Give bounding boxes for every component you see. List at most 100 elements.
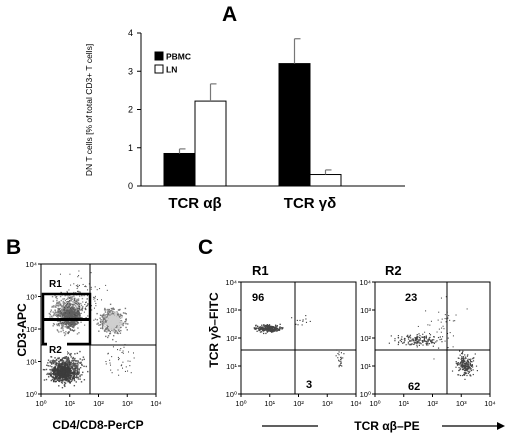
event-dot: [68, 317, 70, 319]
event-dot: [67, 311, 69, 314]
event-dot: [429, 324, 431, 326]
event-dot: [96, 289, 98, 291]
event-dot: [74, 376, 77, 379]
event-dot: [68, 358, 70, 360]
event-dot: [441, 341, 443, 343]
event-dot: [105, 322, 108, 325]
event-dot: [276, 325, 278, 327]
event-dot: [460, 357, 463, 359]
event-dot: [73, 309, 75, 312]
event-dot: [407, 341, 409, 343]
event-dot: [452, 335, 454, 337]
event-dot: [70, 364, 72, 366]
event-dot: [106, 289, 108, 291]
event-dot: [70, 365, 72, 368]
event-dot: [69, 309, 71, 311]
event-dot: [110, 324, 113, 327]
event-dot: [110, 326, 113, 329]
event-dot: [412, 338, 414, 340]
event-dot: [112, 335, 115, 337]
event-dot: [275, 325, 277, 327]
event-dot: [420, 343, 422, 345]
event-dot: [122, 367, 124, 369]
event-dot: [59, 369, 61, 372]
event-dot: [274, 326, 276, 329]
event-dot: [71, 323, 74, 326]
event-dot: [413, 343, 416, 345]
event-dot: [120, 348, 122, 350]
event-dot: [53, 379, 55, 382]
event-dot: [85, 305, 87, 307]
event-dot: [262, 328, 264, 331]
event-dot: [397, 343, 399, 346]
event-dot: [63, 361, 65, 364]
event-dot: [71, 322, 74, 325]
event-dot: [104, 315, 106, 317]
event-dot: [58, 322, 61, 325]
event-dot: [80, 312, 82, 314]
event-dot: [71, 304, 74, 306]
event-dot: [403, 338, 405, 340]
event-dot: [78, 303, 80, 305]
event-dot: [397, 342, 400, 344]
event-dot: [69, 297, 71, 299]
event-dot: [53, 378, 56, 380]
event-dot: [76, 373, 79, 375]
event-dot: [117, 326, 119, 329]
event-dot: [340, 357, 342, 359]
panel-a-bar-chart: DN T cells [% of total CD3+ T cells] 0 1 2…: [84, 28, 405, 212]
event-dot: [46, 364, 48, 367]
event-dot: [114, 326, 116, 329]
event-dot: [66, 312, 69, 315]
event-dot: [96, 323, 98, 325]
panel-b-letter: B: [6, 236, 21, 259]
event-dot: [468, 371, 470, 374]
event-dot: [469, 366, 471, 368]
event-dot: [120, 324, 122, 326]
event-dot: [63, 310, 65, 313]
event-dot: [447, 347, 449, 349]
event-dot: [71, 329, 74, 331]
event-dot: [61, 321, 64, 324]
event-dot: [68, 303, 70, 305]
event-dot: [102, 327, 104, 330]
event-dot: [59, 376, 62, 378]
event-dot: [101, 315, 103, 317]
legend-swatch-ln: [154, 64, 164, 74]
event-dot: [438, 328, 440, 330]
event-dot: [57, 309, 59, 311]
y-tick-label: 10⁰: [360, 390, 371, 399]
event-dot: [444, 314, 446, 316]
event-dot: [111, 315, 113, 318]
event-dot: [58, 376, 60, 379]
event-dot: [449, 332, 451, 334]
event-dot: [423, 338, 426, 340]
event-dot: [86, 298, 88, 300]
event-dot: [52, 325, 54, 327]
event-dot: [74, 365, 76, 367]
event-dot: [424, 340, 426, 342]
event-dot: [115, 319, 117, 322]
event-dot: [99, 324, 102, 326]
event-dot: [66, 374, 69, 376]
event-dot: [463, 374, 465, 376]
event-dot: [67, 300, 69, 302]
event-dot: [65, 331, 67, 333]
event-dot: [65, 309, 68, 312]
x-tick-label: 10⁴: [150, 399, 162, 408]
y-tick-label: 10²: [360, 334, 371, 343]
event-dot: [77, 316, 80, 318]
event-dot: [70, 311, 73, 314]
event-dot: [59, 379, 61, 381]
gate-r2-label: R2: [49, 345, 62, 356]
event-dot: [461, 353, 464, 355]
event-dot: [435, 341, 437, 343]
panel-a-legend: PBMC LN: [154, 51, 191, 75]
event-dot: [65, 307, 68, 310]
event-dot: [456, 362, 458, 364]
event-dot: [77, 299, 80, 302]
event-dot: [62, 316, 64, 318]
event-dot: [431, 339, 433, 341]
event-dot: [109, 312, 111, 315]
event-dot: [75, 381, 77, 383]
